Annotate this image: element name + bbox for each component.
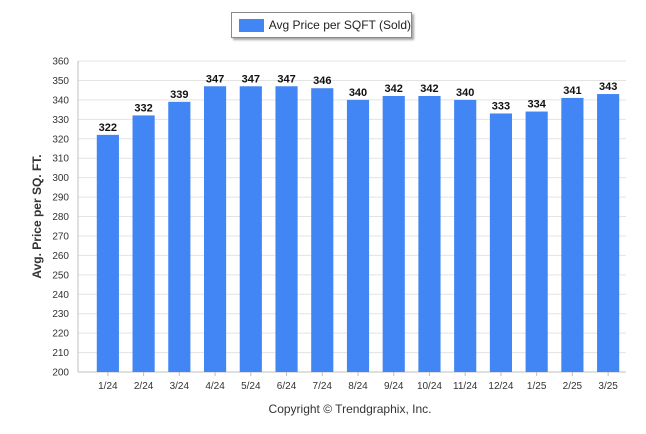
data-label: 340: [456, 87, 474, 99]
bar: [239, 86, 262, 373]
bar: [346, 99, 370, 372]
y-tick-label: 200: [52, 368, 69, 379]
bar: [525, 111, 548, 372]
data-label: 334: [527, 99, 546, 111]
y-tick-label: 310: [52, 154, 69, 165]
legend-label: Avg Price per SQFT (Sold): [268, 18, 411, 32]
x-tick-label: 3/25: [598, 381, 618, 392]
data-label: 347: [242, 73, 260, 85]
y-tick-label: 290: [52, 193, 69, 204]
x-tick-label: 1/25: [527, 381, 547, 392]
data-label: 340: [349, 87, 367, 99]
x-tick-label: 12/24: [488, 381, 513, 392]
data-label: 339: [170, 89, 188, 101]
data-label: 347: [206, 73, 224, 85]
y-tick-label: 350: [52, 76, 69, 87]
bar: [561, 97, 584, 373]
y-tick-label: 220: [52, 329, 69, 340]
legend: Avg Price per SQFT (Sold): [231, 12, 412, 38]
x-tick-label: 10/24: [417, 381, 442, 392]
copyright-text: Copyright © Trendgraphix, Inc.: [268, 402, 432, 416]
x-tick-label: 3/24: [170, 381, 190, 392]
y-tick-label: 360: [52, 57, 69, 68]
x-tick-label: 6/24: [277, 381, 297, 392]
y-tick-label: 260: [52, 251, 69, 262]
y-tick-label: 270: [52, 231, 69, 242]
bar: [418, 95, 441, 373]
bar: [489, 113, 513, 372]
data-label: 347: [277, 73, 295, 85]
data-label: 346: [313, 75, 331, 87]
legend-swatch: [239, 18, 264, 32]
data-label: 342: [420, 83, 438, 95]
data-label: 341: [563, 85, 581, 97]
y-tick-label: 230: [52, 309, 69, 320]
y-tick-label: 340: [52, 95, 69, 106]
bar: [96, 134, 119, 372]
y-tick-label: 210: [52, 348, 69, 359]
data-label: 343: [599, 81, 617, 93]
data-label: 333: [492, 100, 510, 112]
x-tick-label: 2/24: [134, 381, 154, 392]
x-tick-label: 2/25: [563, 381, 583, 392]
bar: [168, 101, 191, 372]
y-tick-label: 330: [52, 115, 69, 126]
bar: [132, 115, 155, 373]
x-tick-label: 9/24: [384, 381, 404, 392]
data-label: 342: [385, 83, 403, 95]
bar: [382, 95, 405, 373]
bar: [597, 94, 620, 372]
data-label: 332: [134, 102, 152, 114]
x-tick-label: 11/24: [453, 381, 478, 392]
x-tick-label: 8/24: [348, 381, 368, 392]
y-tick-label: 300: [52, 173, 69, 184]
bar: [311, 88, 334, 373]
data-label: 322: [99, 122, 117, 134]
x-tick-label: 5/24: [241, 381, 261, 392]
bar: [275, 86, 298, 373]
y-tick-label: 250: [52, 270, 69, 281]
y-tick-label: 320: [52, 134, 69, 145]
bar: [454, 99, 477, 372]
y-tick-label: 240: [52, 290, 69, 301]
bar: [203, 86, 227, 373]
x-tick-label: 4/24: [205, 381, 225, 392]
x-tick-label: 1/24: [98, 381, 118, 392]
y-tick-label: 280: [52, 212, 69, 223]
x-tick-label: 7/24: [313, 381, 333, 392]
y-axis-title: Avg. Price per SQ. FT.: [30, 154, 44, 278]
